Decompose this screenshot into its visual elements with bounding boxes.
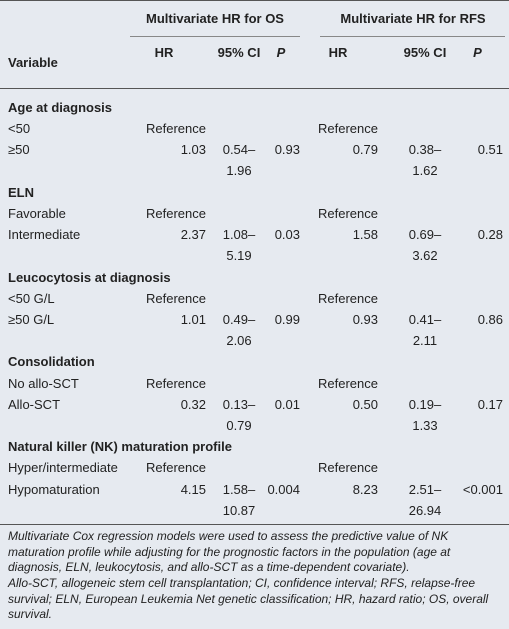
header-rule [0,88,509,89]
cell: 0.69–3.62 [408,227,442,264]
group-header: Multivariate HR for RFS [340,11,486,26]
column-header: 95% CI [217,45,261,60]
column-header: HR [328,45,348,60]
column-header: HR [154,45,174,60]
cell: 0.17 [477,396,503,412]
cell: 2.51–26.94 [408,481,442,518]
cell: 0.13–0.79 [222,396,256,433]
column-header: Variable [8,55,58,70]
cell: Reference [146,121,206,137]
cell: 0.01 [274,396,300,412]
section-title: Leucocytosis at diagnosis [8,269,171,285]
cell: 0.19–1.33 [408,396,442,433]
cell: Reference [146,206,206,221]
cell: 0.86 [477,312,503,327]
cell: Reference [318,375,378,391]
cell: 0.51 [477,142,503,158]
column-header: P [473,45,482,60]
row-label: Hypomaturation [8,481,100,497]
cell: 0.79 [352,142,378,158]
cell: 0.93 [352,312,378,327]
cell: 4.15 [180,481,206,497]
cell: 0.03 [274,227,300,243]
row-label: No allo-SCT [8,375,79,391]
bottom-rule [0,524,509,525]
row-label: <50 [8,121,31,137]
group-rule [130,36,300,37]
row-label: Favorable [8,206,66,221]
cell: Reference [318,121,378,137]
group-header: Multivariate HR for OS [146,11,284,26]
footnote: Multivariate Cox regression models were … [8,529,451,574]
row-label: ≥50 G/L [8,312,55,327]
section-title: ELN [8,184,34,200]
cell: 1.08–5.19 [222,227,256,264]
section-title: Consolidation [8,354,95,370]
cell: Reference [146,460,206,476]
cell: <0.001 [462,481,503,497]
row-label: Intermediate [8,227,81,243]
cell: 2.37 [180,227,206,243]
cell: 0.93 [274,142,300,158]
footnote: Allo-SCT, allogeneic stem cell transplan… [8,576,489,621]
cell: 8.23 [352,481,378,497]
cell: 0.32 [180,396,206,412]
row-label: Hyper/intermediate [8,460,118,476]
cell: 0.50 [352,396,378,412]
section-title: Age at diagnosis [8,100,113,115]
cell: 0.54–1.96 [222,142,256,179]
section-title: Natural killer (NK) maturation profile [8,439,232,455]
top-rule [0,0,509,1]
column-header: 95% CI [403,45,447,60]
group-rule [320,36,505,37]
cell: 0.99 [274,312,300,327]
cell: 1.58–10.87 [222,481,256,518]
cell: 1.03 [180,142,206,158]
cell: Reference [318,290,378,306]
cell: 0.38–1.62 [408,142,442,179]
cell: 1.01 [180,312,206,327]
cell: 0.49–2.06 [222,312,256,348]
cell: 0.41–2.11 [408,312,442,348]
cell: 1.58 [352,227,378,243]
row-label: <50 G/L [8,290,55,306]
cell: Reference [146,375,206,391]
column-header: P [276,45,286,60]
row-label: Allo-SCT [8,396,61,412]
cell: 0.004 [267,481,300,497]
cell: Reference [146,290,206,306]
cell: Reference [318,460,378,476]
cell: Reference [318,206,378,221]
cell: 0.28 [477,227,503,243]
row-label: ≥50 [8,142,30,158]
